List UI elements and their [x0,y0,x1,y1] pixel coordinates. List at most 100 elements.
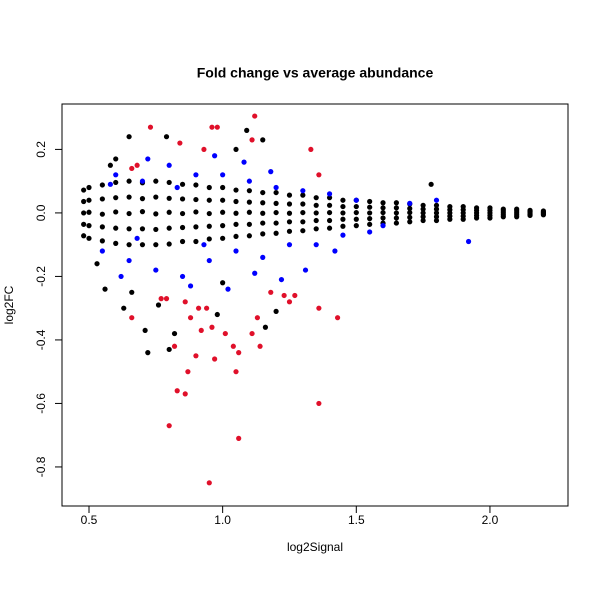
point [142,327,148,334]
point [107,162,113,168]
point [236,435,242,441]
point [367,216,373,222]
point [433,210,440,216]
point [313,195,319,201]
point [86,197,92,203]
point [118,273,124,280]
point [260,231,266,237]
point [129,165,135,172]
point [313,210,319,216]
point [177,140,183,146]
point [166,241,172,247]
point [313,242,319,248]
point [86,184,92,191]
point [433,202,440,208]
point [212,356,218,362]
point [500,214,506,220]
point [201,242,207,248]
point [380,205,386,211]
point [153,267,159,273]
point [166,162,172,168]
point [99,224,105,230]
point [113,172,119,178]
point [233,248,239,254]
point [260,220,266,226]
point [334,315,341,321]
point [308,146,314,153]
point [236,350,242,356]
point [367,210,373,216]
point [158,296,164,302]
point [286,219,293,225]
point [193,353,199,359]
point [367,229,373,235]
point [353,223,359,229]
point [420,210,426,216]
point [300,228,306,234]
point [86,209,92,215]
point [273,189,279,196]
point [233,146,239,153]
y-tick-label: 0.2 [34,141,48,158]
point [206,257,212,264]
point [473,215,480,221]
point [340,216,346,222]
point [316,400,322,407]
point [86,223,92,229]
point [129,289,135,295]
point [179,181,186,187]
point [220,172,226,178]
point [134,235,140,241]
point [300,209,306,216]
point [465,238,472,245]
point [193,182,199,188]
point [326,191,333,197]
point [147,124,154,130]
point [407,214,413,220]
point [220,223,226,229]
point [286,210,293,216]
point [182,391,188,397]
point [81,233,87,239]
point [212,153,218,159]
point [187,315,194,321]
point [380,209,386,216]
point [233,369,239,375]
point [313,217,319,224]
point [166,225,172,231]
point [300,192,306,198]
point [153,178,159,184]
point [313,202,319,208]
point [220,280,226,286]
point [145,350,151,356]
point [233,221,239,227]
point [244,127,250,133]
point [204,305,210,311]
point [316,305,322,311]
point [260,189,266,196]
point [206,210,212,217]
point [206,184,212,191]
point [273,230,279,236]
point [171,330,178,337]
point [300,188,306,194]
point [179,196,186,202]
point [514,214,520,220]
point [214,311,220,318]
point [246,199,252,205]
point [540,212,547,218]
point [420,214,426,220]
point [407,219,413,225]
point [281,292,287,299]
point [326,209,333,216]
point [433,206,440,212]
point [367,221,373,227]
point [447,216,453,222]
point [286,201,293,207]
point [187,283,194,289]
point [222,330,228,337]
point [193,238,199,245]
point [278,276,285,283]
point [246,178,252,184]
